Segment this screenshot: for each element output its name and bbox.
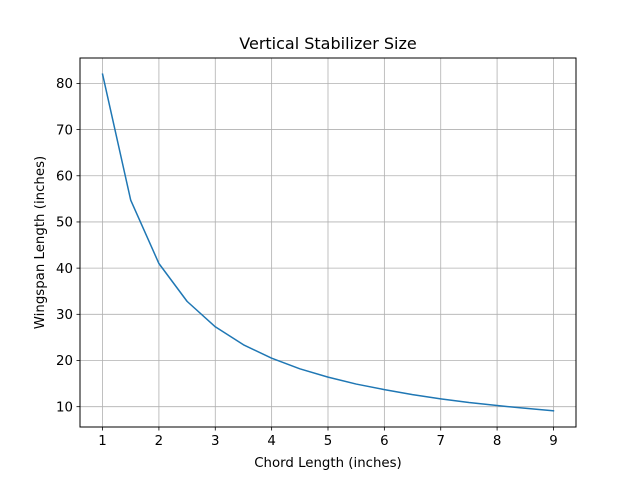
y-tick-label: 80: [56, 77, 73, 92]
x-tick-label: 2: [155, 434, 163, 449]
x-tick-label: 9: [549, 434, 557, 449]
x-tick-label: 7: [436, 434, 444, 449]
y-tick-label: 10: [56, 400, 73, 415]
x-tick-label: 8: [493, 434, 501, 449]
grid-lines: [80, 58, 576, 427]
x-tick-label: 4: [267, 434, 275, 449]
y-tick-label: 60: [56, 169, 73, 184]
y-tick-label: 30: [56, 308, 73, 323]
x-tick-label: 6: [380, 434, 388, 449]
x-tick-label: 1: [98, 434, 106, 449]
chart-title: Vertical Stabilizer Size: [239, 34, 416, 53]
series-layer: [101, 73, 555, 412]
y-tick-label: 50: [56, 216, 73, 231]
y-axis-label: Wingspan Length (inches): [33, 156, 48, 329]
x-tick-label: 5: [324, 434, 332, 449]
x-tick-label: 3: [211, 434, 219, 449]
y-tick-label: 20: [56, 354, 73, 369]
series-line: [101, 73, 555, 412]
y-tick-label: 40: [56, 262, 73, 277]
y-tick-label: 70: [56, 123, 73, 138]
x-axis-label: Chord Length (inches): [254, 456, 402, 471]
axis-ticks: 1 2 3 4 5 6 7 8 9 10 20 30 40 50 60 70 80: [56, 77, 558, 449]
